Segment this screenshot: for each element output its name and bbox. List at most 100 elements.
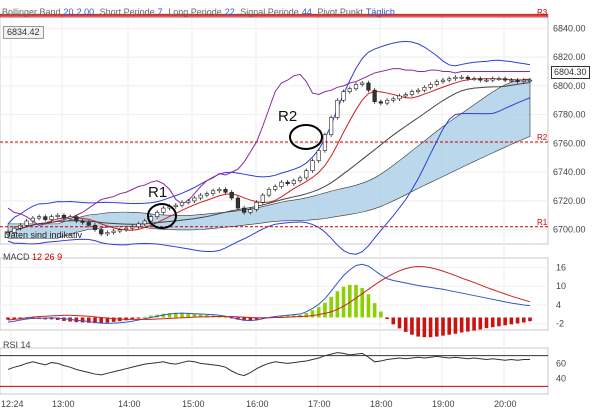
x-tick-label: 20:00	[494, 399, 517, 409]
candle-body	[173, 204, 178, 207]
macd-histogram-bar	[111, 317, 116, 322]
candle-body	[341, 91, 346, 101]
candle-body	[459, 76, 464, 79]
macd-histogram-bar	[441, 317, 445, 336]
x-tick-label: 16:00	[246, 399, 269, 409]
macd-histogram-bar	[167, 313, 172, 318]
candle-body	[179, 202, 185, 206]
macd-histogram-bar	[49, 317, 54, 320]
rsi-y-tick: 60	[556, 358, 566, 368]
rsi-param-1: 14	[20, 340, 31, 350]
y-tick-label: 6760.00	[553, 138, 586, 148]
candle-body	[403, 94, 408, 97]
macd-histogram-bar	[428, 317, 433, 338]
candle-body	[204, 193, 209, 196]
x-tick-label: 14:00	[118, 399, 141, 409]
macd-histogram-bar	[347, 284, 352, 318]
macd-histogram-bar	[12, 317, 17, 320]
candle-body	[123, 227, 129, 230]
macd-histogram-bar	[99, 317, 104, 324]
macd-histogram-bar	[279, 315, 284, 318]
macd-histogram-bar	[198, 314, 203, 318]
pivot-label-r3: R3	[537, 8, 548, 17]
macd-histogram-bar	[142, 316, 147, 318]
macd-histogram-bar	[528, 317, 532, 322]
annotation-r2: R2	[278, 108, 298, 125]
macd-histogram-bar	[329, 296, 333, 318]
rsi-name: RSI	[3, 340, 19, 350]
candle-body	[428, 84, 433, 88]
macd-histogram-bar	[434, 317, 439, 337]
candle-body	[391, 98, 396, 101]
candle-body	[223, 189, 228, 193]
last-price-box: 6804.30	[551, 66, 590, 79]
candle-body	[310, 160, 315, 171]
legend-bollinger-param2: 2.00	[76, 7, 95, 17]
candle-body	[409, 91, 415, 95]
macd-histogram-bar	[509, 317, 514, 325]
candle-body	[74, 216, 79, 222]
x-tick-label: 12:24	[1, 399, 24, 409]
candle-body	[378, 101, 383, 104]
candle-body	[447, 78, 452, 81]
x-tick-label: 18:00	[370, 399, 393, 409]
legend-bollinger-param1: 20	[63, 7, 74, 17]
candle-body	[347, 88, 352, 92]
candle-body	[484, 79, 489, 82]
macd-histogram-bar	[6, 317, 10, 320]
candle-body	[5, 232, 11, 235]
y-tick-label: 6720.00	[553, 196, 586, 206]
macd-param-3: 9	[57, 252, 63, 262]
candle-body	[434, 81, 439, 85]
candle-body	[279, 181, 284, 187]
macd-histogram-bar	[453, 317, 458, 334]
candle-body	[12, 227, 17, 233]
candle-body	[105, 232, 110, 235]
candle-body	[217, 189, 222, 192]
candle-body	[80, 220, 85, 223]
candle-body	[260, 194, 265, 203]
legend-signal-value: 44	[301, 7, 312, 17]
macd-histogram-bar	[254, 317, 259, 320]
short-ma-line	[7, 78, 530, 233]
x-tick-label: 17:00	[308, 399, 331, 409]
macd-histogram-bar	[360, 288, 365, 318]
candle-body	[316, 150, 321, 161]
y-tick-label: 6700.00	[553, 225, 586, 235]
macd-histogram-bar	[410, 317, 414, 335]
long-ma-line	[7, 82, 531, 233]
rsi-y-tick: 40	[556, 374, 566, 384]
candle-body	[24, 220, 29, 226]
macd-histogram-bar	[136, 317, 141, 319]
macd-histogram-bar	[316, 307, 321, 318]
legend-short-value: 7	[157, 7, 163, 17]
candle-body	[366, 82, 371, 91]
macd-histogram-bar	[248, 317, 253, 321]
macd-histogram-bar	[18, 317, 23, 319]
macd-param-1: 12	[32, 252, 43, 262]
current-price-box: 6834.42	[3, 26, 44, 39]
candle-body	[503, 78, 508, 81]
macd-histogram-bar	[205, 314, 209, 318]
candle-body	[55, 214, 60, 217]
candle-body	[161, 207, 166, 213]
macd-histogram-bar	[186, 313, 191, 318]
candle-body	[117, 229, 122, 232]
candle-body	[210, 190, 216, 194]
candle-body	[186, 200, 191, 203]
macd-histogram-bar	[372, 303, 377, 318]
legend-long-value: 22	[224, 7, 235, 17]
macd-histogram-bar	[285, 315, 290, 318]
macd-histogram-bar	[161, 313, 166, 318]
candle-body	[285, 181, 290, 184]
x-tick-label: 13:00	[52, 399, 75, 409]
candle-body	[397, 95, 402, 100]
macd-histogram-bar	[459, 317, 464, 333]
candle-body	[242, 207, 247, 213]
candle-body	[360, 82, 365, 85]
macd-histogram-bar	[490, 317, 495, 328]
macd-histogram-bar	[497, 317, 501, 327]
y-tick-label: 6800.00	[553, 81, 586, 91]
y-tick-label: 6740.00	[553, 167, 586, 177]
